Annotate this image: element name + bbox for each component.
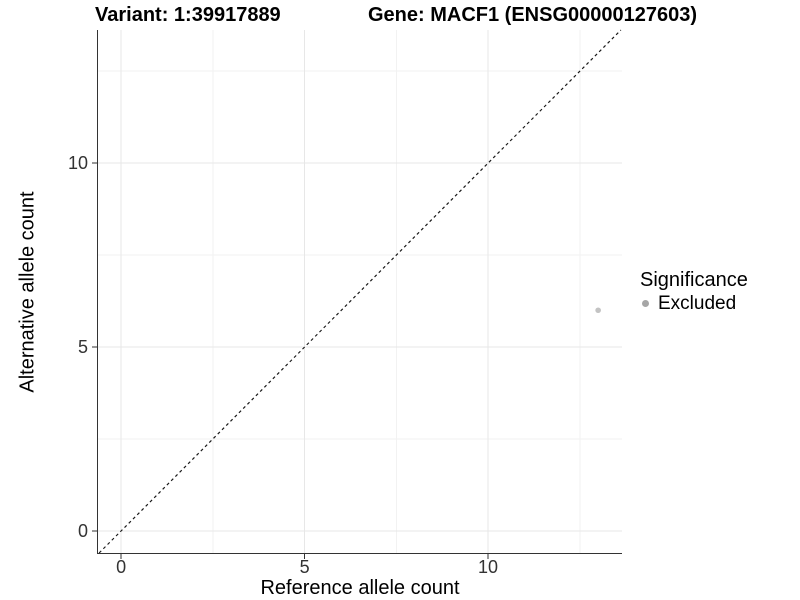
plot-title-variant: Variant: 1:39917889 — [95, 4, 281, 26]
y-axis-title: Alternative allele count — [16, 191, 39, 393]
legend: Significance Excluded — [640, 269, 748, 314]
y-tick-label: 10 — [68, 153, 88, 173]
identity-dashed-line — [98, 29, 622, 554]
plot-title-gene: Gene: MACF1 (ENSG00000127603) — [368, 4, 698, 26]
x-axis-title: Reference allele count — [260, 577, 460, 599]
legend-point-icon — [642, 300, 649, 307]
legend-title: Significance — [640, 269, 748, 291]
y-tick-label: 5 — [78, 337, 88, 357]
legend-items: Excluded — [640, 293, 748, 314]
x-tick-label: 5 — [300, 557, 310, 577]
legend-item: Excluded — [640, 293, 748, 314]
x-tick-label: 0 — [116, 557, 126, 577]
y-tick-label: 0 — [78, 521, 88, 541]
legend-item-label: Excluded — [658, 293, 737, 314]
x-tick-label: 10 — [478, 557, 498, 577]
data-point — [595, 307, 601, 314]
